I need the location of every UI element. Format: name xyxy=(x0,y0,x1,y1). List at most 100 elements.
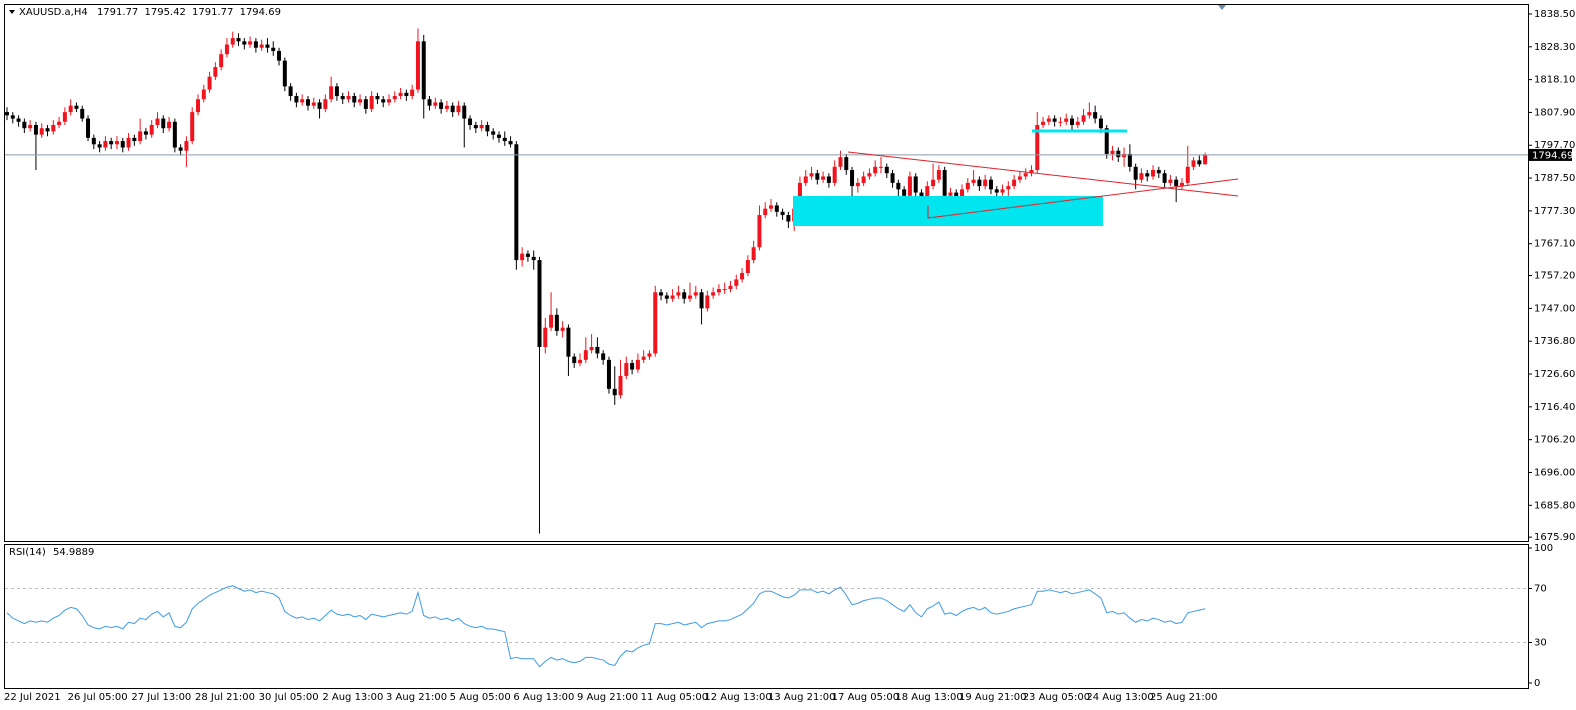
candle-body xyxy=(560,327,565,331)
candle-body xyxy=(1110,150,1115,154)
candle-body xyxy=(549,314,554,328)
candle-body xyxy=(277,50,282,61)
candle-body xyxy=(427,99,432,106)
candle-body xyxy=(282,60,287,87)
candle-body xyxy=(1116,150,1121,158)
candle-body xyxy=(392,96,397,100)
candle-body xyxy=(734,279,739,286)
candle-body xyxy=(873,166,878,174)
menu-arrow[interactable] xyxy=(9,10,15,14)
candle-body xyxy=(68,105,73,113)
candle-body xyxy=(91,137,96,145)
candle-body xyxy=(751,247,756,261)
candle-body xyxy=(902,189,907,196)
candle-body xyxy=(815,173,820,180)
candle-body xyxy=(936,170,941,180)
candle-body xyxy=(1133,166,1138,180)
candle-body xyxy=(387,99,392,103)
y-tick-label: 1818.10 xyxy=(1534,75,1575,86)
x-tick-label: 26 Jul 05:00 xyxy=(68,692,128,703)
candle-body xyxy=(62,112,67,122)
candle-body xyxy=(693,292,698,296)
candle-body xyxy=(1145,173,1150,177)
candle-body xyxy=(861,176,866,183)
candle-body xyxy=(178,147,183,151)
candle-body xyxy=(543,327,548,347)
trendline xyxy=(847,151,1239,197)
candle-body xyxy=(340,96,345,100)
candle-body xyxy=(1174,179,1179,187)
candle-body xyxy=(323,99,328,109)
candle-body xyxy=(236,38,241,42)
x-tick-label: 25 Aug 21:00 xyxy=(1150,692,1217,703)
candle-body xyxy=(572,356,577,364)
shift-marker xyxy=(1218,5,1226,10)
price-label: 1794.69 xyxy=(1532,150,1573,161)
candle-body xyxy=(22,121,27,129)
candle-body xyxy=(57,121,62,125)
candle-body xyxy=(884,166,889,174)
candle-body xyxy=(826,176,831,183)
price-label-bg xyxy=(1529,148,1572,161)
y-tick-label: 0 xyxy=(1534,678,1540,689)
candle-body xyxy=(1093,112,1098,119)
candle-body xyxy=(977,179,982,187)
candle-body xyxy=(132,137,137,142)
candle-body xyxy=(138,131,143,142)
candle-body xyxy=(659,292,664,296)
candle-body xyxy=(184,141,189,151)
candle-body xyxy=(757,215,762,248)
candle-body xyxy=(601,353,606,360)
candle-body xyxy=(1075,121,1080,125)
candle-body xyxy=(201,89,206,100)
candle-body xyxy=(1203,154,1208,165)
candle-body xyxy=(248,41,253,45)
x-tick-label: 18 Aug 13:00 xyxy=(895,692,962,703)
x-tick-label: 11 Aug 05:00 xyxy=(641,692,708,703)
candle-body xyxy=(925,186,930,203)
candle-body xyxy=(1139,173,1144,180)
candle-body xyxy=(635,359,640,370)
candle-body xyxy=(595,346,600,354)
candle-body xyxy=(1098,118,1103,129)
candle-body xyxy=(850,170,855,187)
trendline xyxy=(927,178,1239,219)
candle-body xyxy=(867,173,872,177)
candle-body xyxy=(740,272,745,280)
y-tick-label: 1828.30 xyxy=(1534,42,1575,53)
y-tick-label: 1787.50 xyxy=(1534,173,1575,184)
x-tick-label: 19 Aug 21:00 xyxy=(959,692,1026,703)
candle-body xyxy=(305,99,310,106)
x-tick-label: 28 Jul 21:00 xyxy=(195,692,255,703)
candle-body xyxy=(583,350,588,360)
y-tick-label: 1726.60 xyxy=(1534,369,1575,380)
candle-body xyxy=(224,44,229,55)
candle-body xyxy=(711,292,716,296)
candle-body xyxy=(1087,112,1092,116)
y-tick-label: 1777.30 xyxy=(1534,206,1575,217)
candle-body xyxy=(352,96,357,103)
rsi-header: RSI(14) 54.9889 xyxy=(9,547,94,558)
rsi-value: 54.9889 xyxy=(53,547,94,558)
candle-body xyxy=(1046,118,1051,122)
candle-body xyxy=(311,102,316,106)
candle-body xyxy=(149,124,154,135)
candle-body xyxy=(502,137,507,142)
candle-body xyxy=(705,295,710,309)
candle-body xyxy=(421,41,426,100)
candle-body xyxy=(1041,121,1046,125)
candle-body xyxy=(45,128,50,132)
y-tick-label: 1685.80 xyxy=(1534,500,1575,511)
candle-body xyxy=(259,44,264,48)
candle-body xyxy=(606,359,611,389)
candle-body xyxy=(375,96,380,100)
candle-body xyxy=(890,173,895,183)
candle-body xyxy=(491,131,496,135)
x-tick-label: 6 Aug 13:00 xyxy=(513,692,574,703)
candle-body xyxy=(109,141,114,145)
candle-body xyxy=(1035,124,1040,171)
candle-body xyxy=(554,314,559,331)
candle-body xyxy=(33,124,38,135)
